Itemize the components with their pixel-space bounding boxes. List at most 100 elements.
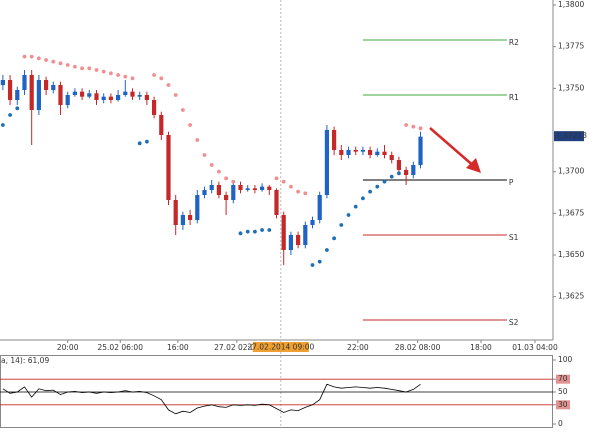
candle-body bbox=[245, 188, 250, 190]
candle-body bbox=[360, 150, 366, 152]
candle-body bbox=[404, 170, 409, 175]
y-tick-label: 1,3625 bbox=[558, 292, 584, 301]
candle-body bbox=[296, 235, 301, 245]
candle-body bbox=[267, 186, 272, 190]
sar-dot bbox=[252, 229, 257, 234]
pivot-label: R1 bbox=[509, 93, 519, 102]
sar-dot bbox=[353, 204, 358, 209]
candle-body bbox=[166, 135, 171, 200]
sar-dot bbox=[58, 61, 63, 66]
candle-body bbox=[29, 75, 34, 110]
candle-body bbox=[151, 100, 157, 115]
candle-body bbox=[353, 150, 358, 152]
candle-body bbox=[79, 91, 85, 97]
sar-dot bbox=[289, 184, 293, 189]
candle-body bbox=[101, 96, 106, 100]
candle-body bbox=[216, 185, 221, 195]
last-price-box bbox=[554, 131, 584, 142]
sar-dot bbox=[101, 69, 106, 74]
sar-dot bbox=[15, 106, 20, 111]
candle-body bbox=[281, 215, 286, 250]
sar-dot bbox=[87, 66, 92, 71]
sar-dot bbox=[274, 176, 279, 181]
candle-body bbox=[180, 215, 185, 225]
candle-body bbox=[231, 185, 236, 200]
y-tick-label: 1,3650 bbox=[558, 250, 584, 259]
candle-body bbox=[339, 150, 344, 155]
sar-dot bbox=[8, 113, 12, 117]
sar-dot bbox=[325, 248, 329, 252]
candle-body bbox=[418, 136, 423, 165]
sar-dot bbox=[0, 123, 5, 127]
y-tick-label: 1,3800 bbox=[558, 0, 584, 9]
x-tick-label: 20:00 bbox=[57, 343, 79, 352]
x-tick-label: 22:00 bbox=[347, 343, 369, 352]
sar-dot bbox=[303, 191, 308, 196]
sar-dot bbox=[310, 263, 315, 267]
candle-body bbox=[332, 130, 337, 150]
candle-body bbox=[7, 80, 13, 100]
sar-dot bbox=[404, 123, 409, 127]
sar-dot bbox=[166, 83, 171, 87]
candle-body bbox=[0, 80, 5, 85]
candle-body bbox=[123, 91, 128, 95]
sar-dot bbox=[361, 196, 365, 201]
sar-dot bbox=[209, 163, 214, 167]
sar-dot bbox=[51, 59, 56, 64]
sar-dot bbox=[180, 108, 185, 112]
sar-dot bbox=[116, 73, 120, 77]
y-tick-label: 1,3775 bbox=[558, 42, 584, 51]
y-tick-label: 1,3750 bbox=[558, 83, 584, 92]
sar-dot bbox=[346, 213, 351, 217]
sar-dot bbox=[22, 54, 27, 59]
sar-dot bbox=[72, 64, 77, 69]
candle-body bbox=[324, 130, 330, 195]
candle-body bbox=[187, 215, 193, 220]
pivot-label: S2 bbox=[509, 318, 519, 327]
sar-dot bbox=[80, 66, 84, 71]
candle-body bbox=[259, 186, 265, 190]
candle-body bbox=[288, 235, 294, 250]
candle-body bbox=[382, 151, 387, 155]
x-tick-label: 18:00 bbox=[470, 343, 492, 352]
candle-body bbox=[303, 225, 308, 245]
sar-dot bbox=[188, 123, 192, 127]
y-tick-label: 50 bbox=[558, 387, 568, 396]
candle-body bbox=[310, 220, 315, 225]
sar-dot bbox=[375, 184, 380, 189]
sar-dot bbox=[137, 141, 142, 146]
y-tick-label: 1,3675 bbox=[558, 208, 584, 217]
sar-dot bbox=[389, 174, 394, 179]
y-tick-label: 0 bbox=[558, 419, 563, 428]
candle-body bbox=[36, 80, 41, 110]
crosshair-label: 27.02.2014 09:00 bbox=[247, 343, 314, 352]
candle-body bbox=[108, 96, 113, 100]
sar-dot bbox=[411, 124, 416, 129]
sar-dot bbox=[159, 76, 164, 81]
candle-body bbox=[87, 93, 92, 97]
y-tick-label: 1,3700 bbox=[558, 167, 584, 176]
x-tick-label: 28.02 08:00 bbox=[395, 343, 441, 352]
candle-body bbox=[22, 75, 27, 90]
candle-body bbox=[411, 165, 416, 175]
sar-dot bbox=[339, 223, 344, 227]
sar-dot bbox=[368, 189, 373, 194]
pivot-label: S1 bbox=[509, 233, 519, 242]
candle-body bbox=[389, 155, 394, 160]
sar-dot bbox=[202, 153, 207, 157]
candle-body bbox=[317, 195, 322, 220]
sar-dot bbox=[332, 236, 337, 241]
candle-body bbox=[58, 85, 63, 105]
sar-dot bbox=[317, 259, 322, 264]
indicator-line bbox=[2, 383, 421, 415]
sar-dot bbox=[231, 179, 236, 184]
candle-body bbox=[202, 190, 207, 195]
crosshair-label-box bbox=[252, 342, 309, 352]
candle-body bbox=[115, 95, 121, 100]
sar-dot bbox=[216, 169, 221, 174]
pivot-label: P bbox=[509, 178, 514, 187]
candle-body bbox=[15, 90, 20, 100]
sar-dot bbox=[173, 93, 178, 97]
y-tick-label: 100 bbox=[558, 355, 573, 364]
